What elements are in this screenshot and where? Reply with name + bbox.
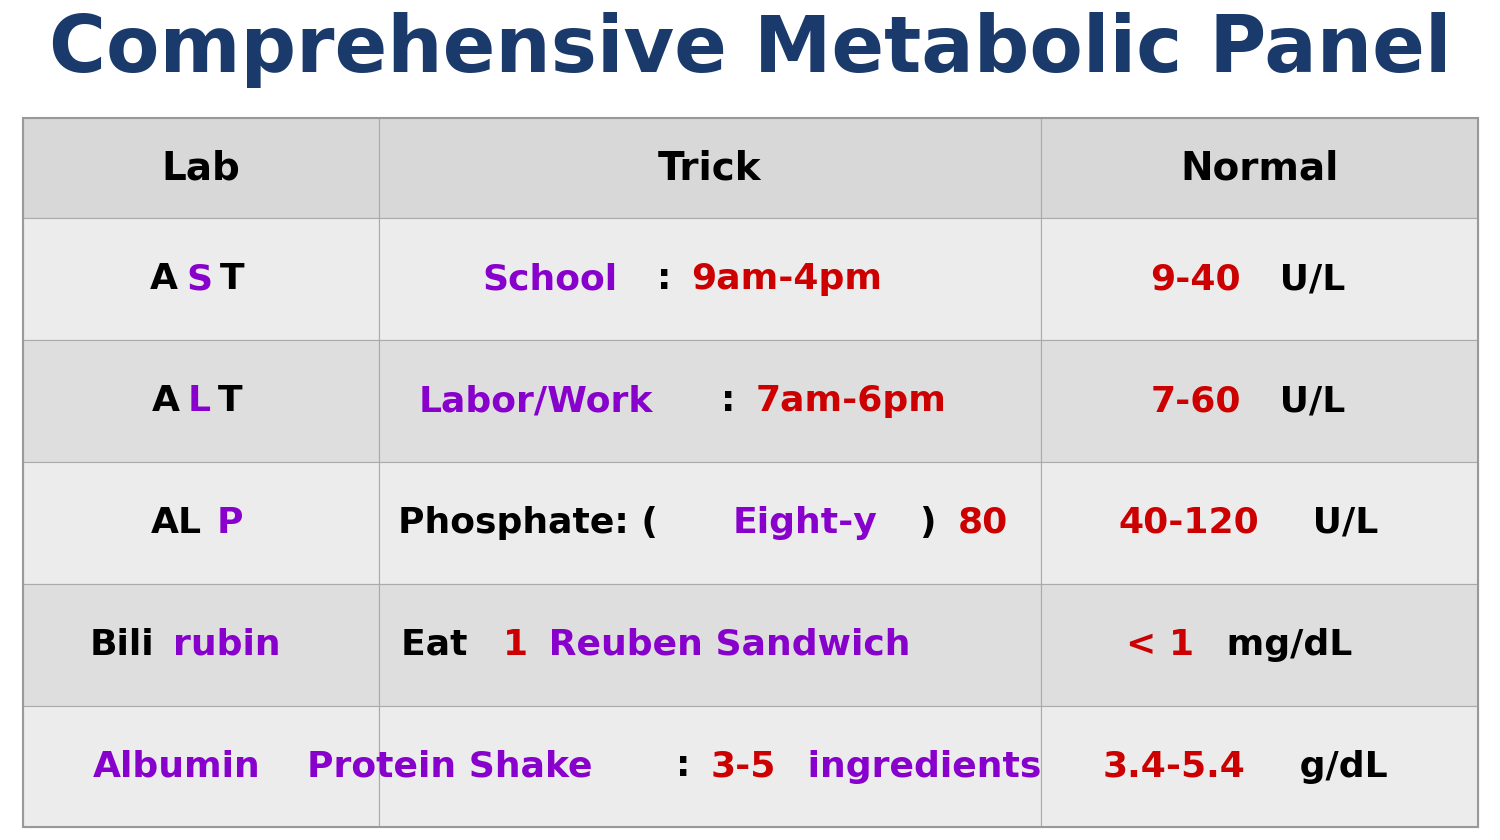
Bar — [1041, 462, 1478, 584]
Bar — [22, 118, 1478, 827]
Text: Eight-y: Eight-y — [734, 506, 878, 540]
Text: Eat: Eat — [400, 627, 480, 662]
Text: A: A — [152, 384, 180, 418]
Bar — [22, 218, 380, 340]
Text: mg/dL: mg/dL — [1214, 627, 1353, 662]
Bar — [1041, 218, 1478, 340]
Text: A: A — [150, 262, 178, 297]
Text: Bili: Bili — [90, 627, 154, 662]
Text: g/dL: g/dL — [1287, 749, 1388, 784]
Text: U/L: U/L — [1268, 384, 1346, 418]
Text: 9am-4pm: 9am-4pm — [692, 262, 882, 297]
Text: 3-5: 3-5 — [711, 749, 776, 784]
Text: Phosphate: (: Phosphate: ( — [398, 506, 657, 540]
Bar — [1041, 118, 1478, 218]
Text: rubin: rubin — [172, 627, 280, 662]
Text: 3.4-5.4: 3.4-5.4 — [1102, 749, 1245, 784]
Text: 1: 1 — [503, 627, 528, 662]
Text: ingredients: ingredients — [795, 749, 1041, 784]
Text: Normal: Normal — [1180, 149, 1338, 187]
Bar — [380, 118, 1041, 218]
Text: 7am-6pm: 7am-6pm — [756, 384, 946, 418]
Text: School: School — [482, 262, 618, 297]
Text: 7-60: 7-60 — [1150, 384, 1240, 418]
Text: 40-120: 40-120 — [1118, 506, 1258, 540]
Text: T: T — [217, 384, 243, 418]
Bar — [1041, 340, 1478, 462]
Bar — [22, 462, 380, 584]
Bar — [1041, 706, 1478, 827]
Text: S: S — [186, 262, 211, 297]
Text: ): ) — [920, 506, 950, 540]
Text: Protein Shake: Protein Shake — [308, 749, 592, 784]
Text: L: L — [188, 384, 211, 418]
Text: Trick: Trick — [658, 149, 762, 187]
Text: Lab: Lab — [162, 149, 240, 187]
Text: U/L: U/L — [1268, 262, 1346, 297]
Bar — [380, 218, 1041, 340]
Bar — [22, 118, 380, 218]
Text: AL: AL — [150, 506, 201, 540]
Text: :: : — [675, 749, 702, 784]
Text: Labor/Work: Labor/Work — [419, 384, 652, 418]
Text: Reuben Sandwich: Reuben Sandwich — [536, 627, 910, 662]
Text: Comprehensive Metabolic Panel: Comprehensive Metabolic Panel — [48, 13, 1450, 88]
Bar — [22, 584, 380, 706]
Bar — [1041, 584, 1478, 706]
Text: < 1: < 1 — [1126, 627, 1194, 662]
Bar — [22, 706, 380, 827]
Text: P: P — [216, 506, 243, 540]
Bar — [380, 462, 1041, 584]
Bar — [380, 584, 1041, 706]
Bar — [22, 340, 380, 462]
Text: :: : — [720, 384, 747, 418]
Text: T: T — [220, 262, 245, 297]
Text: Albumin: Albumin — [93, 749, 261, 784]
Text: U/L: U/L — [1299, 506, 1378, 540]
Text: 80: 80 — [957, 506, 1008, 540]
Bar — [380, 340, 1041, 462]
Text: 9-40: 9-40 — [1150, 262, 1240, 297]
Bar — [380, 706, 1041, 827]
Text: :: : — [657, 262, 684, 297]
